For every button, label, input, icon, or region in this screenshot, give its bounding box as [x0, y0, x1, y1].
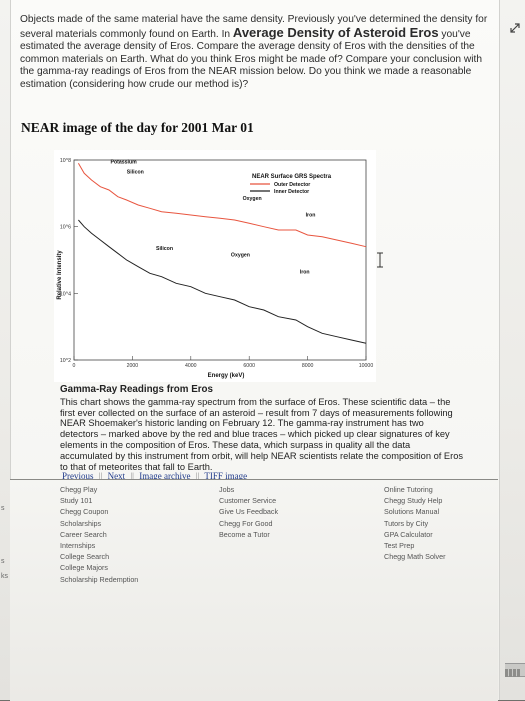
site-footer: Chegg Play Study 101 Chegg Coupon Schola… [10, 479, 498, 701]
footer-link[interactable]: Customer Service [219, 496, 277, 506]
peak-label: Silicon [156, 246, 173, 252]
footer-link[interactable]: Become a Tutor [219, 529, 270, 539]
x-tick-label: 8000 [302, 363, 314, 369]
footer-link[interactable]: GPA Calculator [384, 529, 433, 539]
x-tick-label: 4000 [185, 363, 197, 369]
footer-link[interactable]: Jobs [219, 485, 235, 494]
legend-label: Outer Detector [274, 182, 310, 188]
footer-link[interactable]: Test Prep [384, 541, 415, 551]
nav-separator: || [195, 471, 200, 481]
footer-link[interactable]: Study 101 [60, 496, 93, 506]
footer-link[interactable]: Chegg Coupon [60, 507, 109, 517]
caption-body: This chart shows the gamma-ray spectrum … [60, 396, 464, 472]
peak-label: Silicon [127, 169, 144, 175]
chart-series [77, 163, 367, 344]
tiff-image-link[interactable]: TIFF image [204, 471, 248, 481]
series-line [77, 163, 367, 248]
plot-frame [73, 159, 367, 361]
footer-link[interactable]: Chegg For Good [219, 518, 273, 528]
legend-label: Inner Detector [274, 189, 309, 195]
y-tick-label: 10^8 [60, 158, 71, 164]
previous-link[interactable]: Previous [62, 471, 94, 481]
x-tick-label: 6000 [243, 363, 255, 369]
edge-fragment-text: s [1, 558, 5, 565]
expand-icon[interactable] [509, 22, 521, 34]
footer-link[interactable]: College Search [60, 552, 110, 562]
footer-link[interactable]: College Majors [60, 563, 108, 573]
footer-column-3: Online Tutoring Chegg Study Help Solutio… [384, 484, 446, 562]
footer-link[interactable]: Online Tutoring [384, 485, 433, 494]
peak-label: Iron [101, 150, 111, 152]
footer-link[interactable]: Scholarships [60, 518, 102, 528]
x-tick-label: 2000 [127, 363, 139, 369]
footer-link[interactable]: Tutors by City [384, 518, 429, 528]
near-image-title: NEAR image of the day for 2001 Mar 01 [21, 120, 254, 135]
y-tick-label: 10^6 [60, 225, 71, 231]
peak-label: Iron [300, 269, 310, 275]
peak-label: Iron [306, 213, 316, 219]
taskbar-fragment [505, 663, 525, 677]
chart-title: NEAR Surface GRS Spectra [252, 174, 332, 180]
footer-link[interactable]: Scholarship Redemption [60, 574, 139, 584]
question-text-after: you've estimated the average density of … [20, 28, 483, 90]
chart-annotations: Iron Potassium Silicon Oxygen Iron Silicon Oxy… [101, 150, 315, 275]
question-highlight: Average Density of Asteroid Eros [232, 24, 439, 40]
image-archive-link[interactable]: Image archive [139, 471, 191, 481]
edge-fragment-text: s [1, 505, 5, 512]
footer-link[interactable]: Solutions Manual [384, 507, 440, 517]
footer-link[interactable]: Give Us Feedback [219, 507, 279, 517]
next-link[interactable]: Next [107, 471, 126, 481]
edge-fragment-text: ks [1, 573, 8, 580]
x-tick-label: 0 [73, 363, 76, 369]
peak-label: Oxygen [231, 253, 250, 259]
series-line [78, 219, 367, 344]
text-cursor-icon [377, 252, 383, 268]
nav-separator: || [130, 471, 134, 481]
footer-link[interactable]: Chegg Math Solver [384, 552, 446, 562]
y-tick-label: 10^2 [60, 358, 71, 364]
footer-link[interactable]: Internships [60, 541, 96, 551]
y-tick-label: 10^4 [60, 291, 71, 297]
footer-column-1: Chegg Play Study 101 Chegg Coupon Schola… [60, 484, 138, 585]
footer-link[interactable]: Chegg Study Help [384, 496, 443, 506]
chart-ticks: 0 2000 4000 6000 8000 10000 10^8 10^6 10^4 10^2 [60, 158, 373, 369]
chart-ylabel: Relative Intensity [57, 250, 63, 300]
x-tick-label: 10000 [359, 363, 374, 369]
caption-title: Gamma-Ray Readings from Eros [60, 384, 213, 395]
footer-column-2: Jobs Customer Service Give Us Feedback C… [219, 484, 278, 540]
question-text: Objects made of the same material have t… [20, 14, 490, 92]
peak-label: Oxygen [243, 196, 262, 202]
gamma-ray-chart: 0 2000 4000 6000 8000 10000 10^8 10^6 10^4 10^2 I… [54, 150, 376, 382]
peak-label: Potassium [111, 159, 138, 165]
image-nav: Previous || Next || Image archive || TIF… [62, 471, 247, 481]
nav-separator: || [98, 471, 103, 481]
chart-caption: Gamma-Ray Readings from Eros This chart … [60, 384, 464, 472]
footer-link[interactable]: Chegg Play [60, 485, 98, 494]
chart-xlabel: Energy (keV) [208, 373, 245, 379]
question-text-before: Objects made of the same material have t… [20, 14, 488, 40]
chart-background [54, 150, 376, 382]
footer-link[interactable]: Career Search [60, 529, 107, 539]
